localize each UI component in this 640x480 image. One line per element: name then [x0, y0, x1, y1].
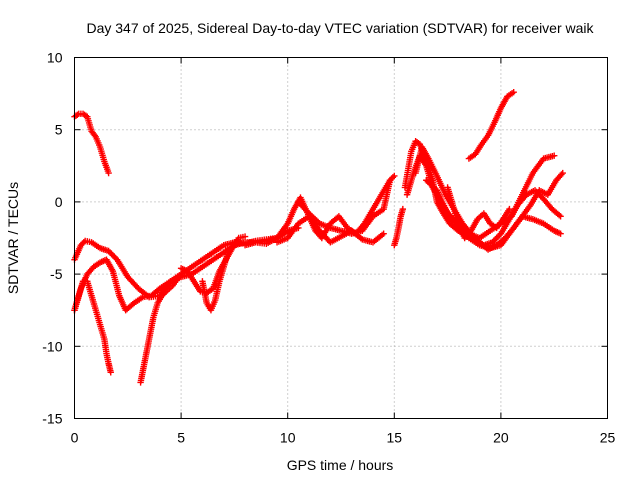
x-tick-label: 0: [71, 430, 79, 446]
data-point: [391, 172, 398, 180]
chart-title: Day 347 of 2025, Sidereal Day-to-day VTE…: [86, 20, 594, 36]
series-trace-p: [444, 184, 513, 242]
series-trace-b: [71, 227, 291, 301]
plot-frame: [74, 57, 608, 419]
y-tick-label: 5: [55, 122, 63, 138]
y-tick-label: 10: [47, 50, 63, 66]
y-tick-label: -15: [42, 411, 62, 427]
data-point: [555, 211, 563, 219]
x-tick-label: 15: [387, 430, 403, 446]
x-tick-label: 5: [177, 430, 185, 446]
tick-labels: 0 5 10 15 20 25 -15 -10 -5 0 5 10: [42, 50, 615, 446]
x-tick-label: 20: [493, 430, 509, 446]
data-point: [237, 239, 244, 246]
data-point: [551, 152, 558, 159]
series-trace-j: [295, 177, 394, 237]
series-trace-h: [241, 172, 398, 249]
data-point: [380, 230, 387, 237]
data-point: [399, 205, 407, 213]
data-point: [177, 270, 185, 278]
data-point: [107, 369, 114, 376]
x-tick-label: 25: [600, 430, 616, 446]
y-tick-label: -10: [42, 338, 62, 354]
data-point: [506, 205, 513, 213]
series-trace-a: [71, 110, 112, 177]
grid: [74, 57, 608, 419]
series-trace-e: [137, 270, 185, 386]
data-point: [510, 88, 517, 96]
series-trace-k: [391, 205, 407, 249]
x-axis-label: GPS time / hours: [287, 457, 394, 473]
x-tick-label: 10: [280, 430, 296, 446]
data-point: [557, 213, 564, 220]
y-axis-label: SDTVAR / TECUs: [5, 182, 21, 294]
series-trace-g: [199, 239, 244, 314]
data-series: [71, 88, 566, 386]
data-point: [559, 169, 566, 177]
data-point: [557, 230, 564, 237]
data-point: [241, 233, 249, 240]
data-point: [74, 111, 81, 118]
y-tick-label: -5: [50, 266, 63, 282]
series-trace-q: [465, 88, 517, 162]
data-point: [105, 169, 112, 177]
data-point: [386, 177, 394, 184]
y-tick-label: 0: [55, 194, 63, 210]
